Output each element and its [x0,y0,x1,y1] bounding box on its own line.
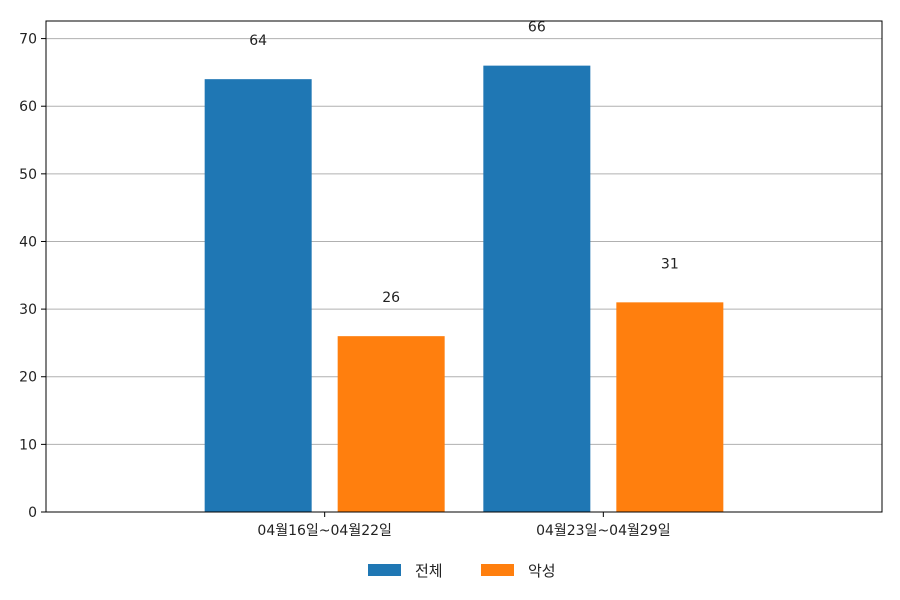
legend-swatch [368,564,401,576]
data-labels: 64 26 66 31 [249,20,678,307]
legend-item: 전체 [368,562,443,580]
y-tick-label: 60 [19,99,37,115]
grid-lines [46,38,882,445]
legend-label: 악성 [528,562,556,580]
data-label: 64 [249,33,267,49]
bar [204,79,312,512]
x-tick-label: 04월23일~04월29일 [536,523,671,539]
legend: 전체 악성 [368,562,556,580]
bar [337,336,445,512]
x-tick-label: 04월16일~04월22일 [257,523,392,539]
plot-frame [45,20,883,513]
bar [483,65,591,513]
y-tick-label: 0 [28,505,37,521]
y-tick-label: 10 [19,437,37,453]
y-tick-label: 50 [19,167,37,183]
bars [204,65,724,513]
legend-swatch [481,564,514,576]
data-label: 26 [382,290,400,306]
y-tick-label: 20 [19,370,37,386]
y-tick-label: 40 [19,234,37,250]
y-axis: 0 10 20 30 40 50 60 70 [19,32,46,521]
data-label: 66 [528,20,546,36]
bar [616,302,724,512]
legend-label: 전체 [415,562,443,580]
legend-item: 악성 [481,562,556,580]
x-axis: 04월16일~04월22일 04월23일~04월29일 [257,512,671,539]
y-tick-label: 30 [19,302,37,318]
y-tick-label: 70 [19,32,37,48]
data-label: 31 [661,256,679,272]
